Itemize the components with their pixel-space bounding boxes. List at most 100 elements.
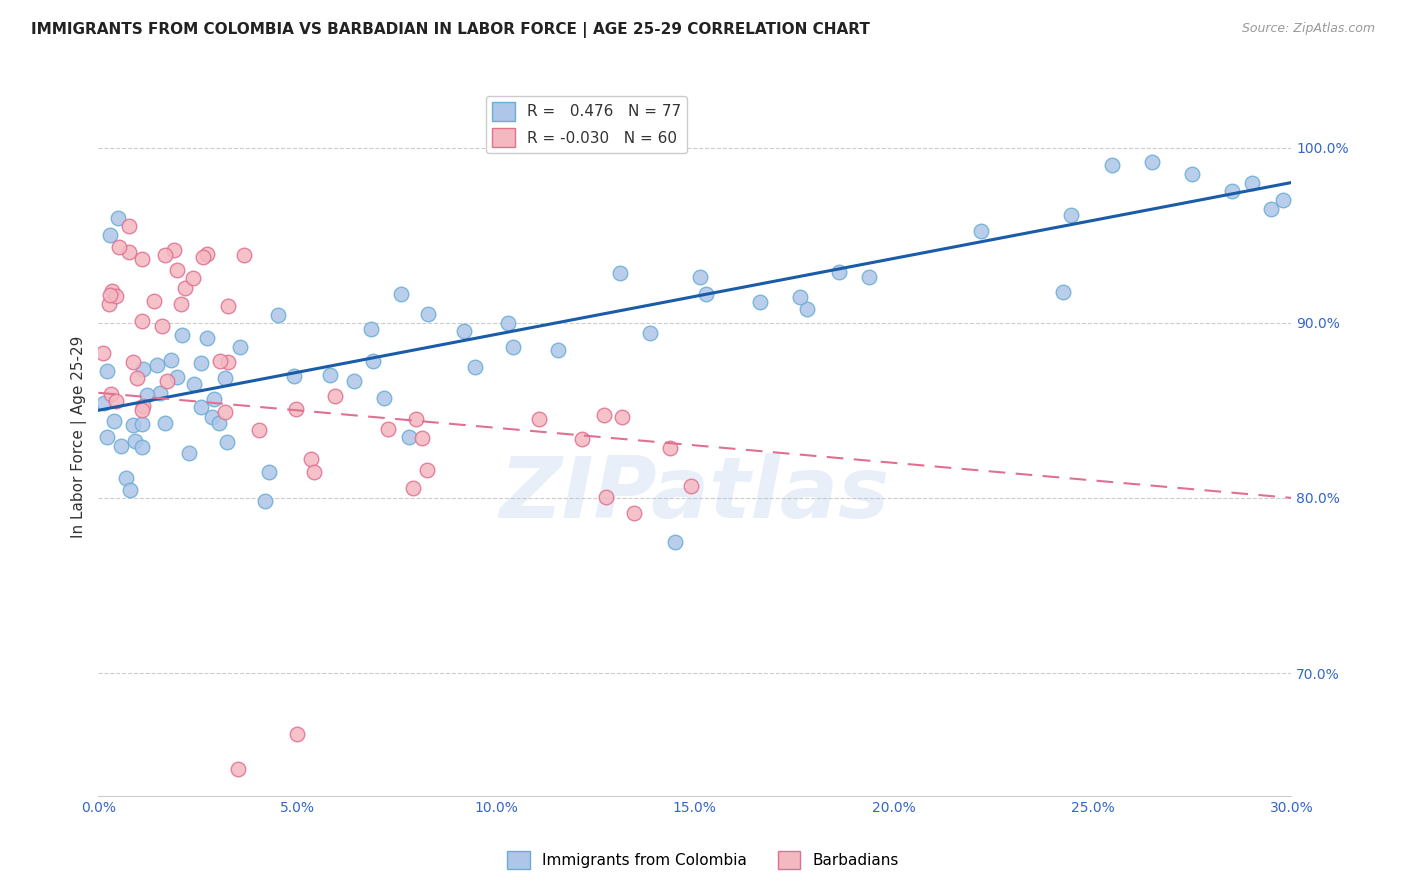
- Point: [323, 389, 346, 403]
- Point: [131, 402, 153, 417]
- Point: [98, 297, 121, 311]
- Point: [377, 422, 399, 436]
- Point: [132, 362, 155, 376]
- Point: [571, 433, 593, 447]
- Y-axis label: In Labor Force | Age 25-29: In Labor Force | Age 25-29: [72, 335, 87, 538]
- Point: [101, 284, 124, 298]
- Point: [343, 375, 366, 389]
- Point: [107, 211, 129, 225]
- Point: [1181, 167, 1204, 181]
- Point: [361, 354, 384, 368]
- Point: [98, 228, 121, 243]
- Point: [749, 295, 772, 310]
- Point: [595, 490, 617, 504]
- Text: IMMIGRANTS FROM COLOMBIA VS BARBADIAN IN LABOR FORCE | AGE 25-29 CORRELATION CHA: IMMIGRANTS FROM COLOMBIA VS BARBADIAN IN…: [31, 22, 870, 38]
- Point: [110, 439, 132, 453]
- Point: [464, 359, 486, 374]
- Point: [257, 465, 280, 479]
- Point: [118, 483, 141, 497]
- Point: [658, 441, 681, 455]
- Point: [416, 463, 439, 477]
- Point: [398, 429, 420, 443]
- Text: Source: ZipAtlas.com: Source: ZipAtlas.com: [1241, 22, 1375, 36]
- Point: [131, 252, 153, 266]
- Point: [1260, 202, 1282, 216]
- Point: [162, 243, 184, 257]
- Point: [689, 270, 711, 285]
- Point: [828, 265, 851, 279]
- Point: [121, 418, 143, 433]
- Point: [105, 394, 128, 409]
- Point: [103, 414, 125, 428]
- Point: [592, 408, 614, 422]
- Point: [114, 471, 136, 485]
- Point: [214, 371, 236, 385]
- Point: [402, 481, 425, 495]
- Point: [217, 355, 239, 369]
- Point: [153, 416, 176, 430]
- Point: [93, 346, 115, 360]
- Point: [166, 369, 188, 384]
- Point: [283, 369, 305, 384]
- Point: [201, 410, 224, 425]
- Point: [498, 317, 520, 331]
- Point: [136, 388, 159, 402]
- Point: [695, 287, 717, 301]
- Point: [217, 299, 239, 313]
- Point: [118, 245, 141, 260]
- Point: [131, 440, 153, 454]
- Point: [93, 396, 115, 410]
- Point: [789, 290, 811, 304]
- Point: [302, 465, 325, 479]
- Point: [1220, 184, 1243, 198]
- Point: [177, 446, 200, 460]
- Point: [319, 368, 342, 382]
- Point: [247, 423, 270, 437]
- Point: [547, 343, 569, 357]
- Point: [174, 281, 197, 295]
- Point: [254, 493, 277, 508]
- Point: [150, 318, 173, 333]
- Point: [1272, 193, 1295, 207]
- Point: [405, 412, 427, 426]
- Point: [124, 434, 146, 449]
- Point: [681, 479, 703, 493]
- Point: [609, 266, 631, 280]
- Point: [105, 289, 128, 303]
- Point: [502, 339, 524, 353]
- Point: [373, 391, 395, 405]
- Point: [96, 364, 118, 378]
- Point: [284, 401, 307, 416]
- Point: [527, 412, 550, 426]
- Point: [1060, 208, 1083, 222]
- Point: [267, 308, 290, 322]
- Point: [1101, 158, 1123, 172]
- Point: [623, 506, 645, 520]
- Point: [209, 353, 232, 368]
- Point: [195, 247, 218, 261]
- Point: [360, 322, 382, 336]
- Point: [229, 340, 252, 354]
- Point: [153, 248, 176, 262]
- Point: [214, 404, 236, 418]
- Point: [108, 240, 131, 254]
- Point: [796, 302, 818, 317]
- Point: [969, 224, 991, 238]
- Point: [193, 250, 215, 264]
- Point: [181, 270, 204, 285]
- Point: [166, 263, 188, 277]
- Point: [125, 371, 148, 385]
- Point: [131, 417, 153, 431]
- Point: [638, 326, 661, 340]
- Point: [215, 435, 238, 450]
- Point: [1140, 154, 1163, 169]
- Point: [453, 324, 475, 338]
- Point: [208, 417, 231, 431]
- Point: [233, 248, 256, 262]
- Point: [132, 399, 155, 413]
- Point: [299, 452, 322, 467]
- Point: [155, 374, 177, 388]
- Point: [858, 269, 880, 284]
- Point: [100, 387, 122, 401]
- Point: [389, 287, 412, 301]
